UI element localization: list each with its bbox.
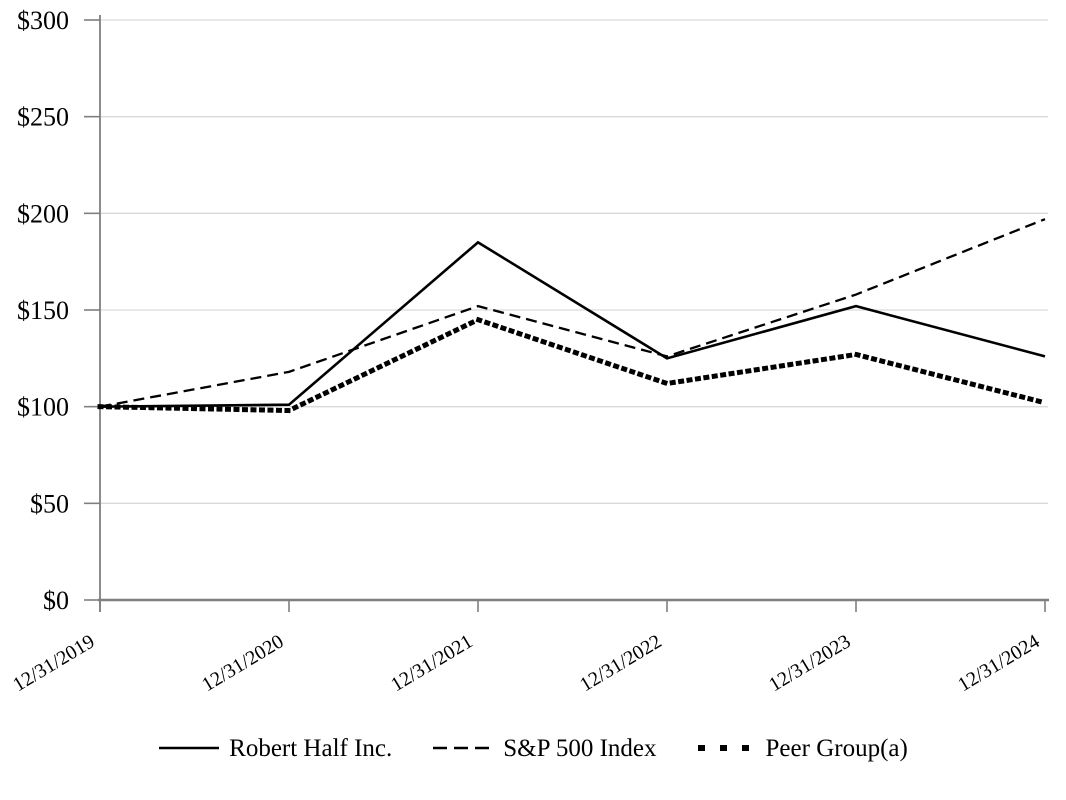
y-tick-label: $200 bbox=[17, 199, 69, 228]
series-line-robert-half-inc bbox=[99, 240, 1046, 408]
y-tick-label: $0 bbox=[43, 586, 69, 615]
x-tick-label: 12/31/2019 bbox=[9, 630, 98, 696]
y-tick-label: $250 bbox=[17, 103, 69, 132]
y-tick-label: $50 bbox=[30, 489, 69, 518]
legend-item-sp500: S&P 500 Index bbox=[432, 734, 657, 762]
series-line-peer-group-a bbox=[97, 316, 1049, 414]
chart-legend: Robert Half Inc. S&P 500 Index Peer Grou… bbox=[0, 726, 1066, 770]
y-tick-label: $150 bbox=[17, 296, 69, 325]
legend-item-robert-half: Robert Half Inc. bbox=[158, 735, 392, 761]
y-tick-label: $300 bbox=[17, 6, 69, 35]
dotted-line-icon bbox=[697, 745, 757, 751]
dashed-line-icon bbox=[433, 746, 494, 750]
series-line-s-p-500-index bbox=[99, 218, 1046, 408]
x-tick-label: 12/31/2024 bbox=[954, 630, 1043, 696]
legend-label-sp500: S&P 500 Index bbox=[503, 734, 657, 762]
performance-line-chart: $0 $50 $100 $150 $200 $250 $300 12/31/2019 12/31… bbox=[9, 6, 1049, 696]
x-tick-label: 12/31/2023 bbox=[765, 630, 854, 696]
solid-line-icon bbox=[159, 746, 220, 750]
plot-area: $0 $50 $100 $150 $200 $250 $300 12/31/2019 12/31… bbox=[9, 6, 1049, 696]
x-tick-label: 12/31/2020 bbox=[198, 630, 287, 696]
y-tick-label: $100 bbox=[17, 393, 69, 422]
x-tick-label: 12/31/2022 bbox=[576, 630, 665, 696]
x-tick-label: 12/31/2021 bbox=[387, 630, 476, 696]
legend-label-robert-half: Robert Half Inc. bbox=[229, 734, 393, 762]
legend-label-peer-group: Peer Group(a) bbox=[765, 734, 908, 762]
legend-item-peer-group: Peer Group(a) bbox=[697, 735, 908, 761]
